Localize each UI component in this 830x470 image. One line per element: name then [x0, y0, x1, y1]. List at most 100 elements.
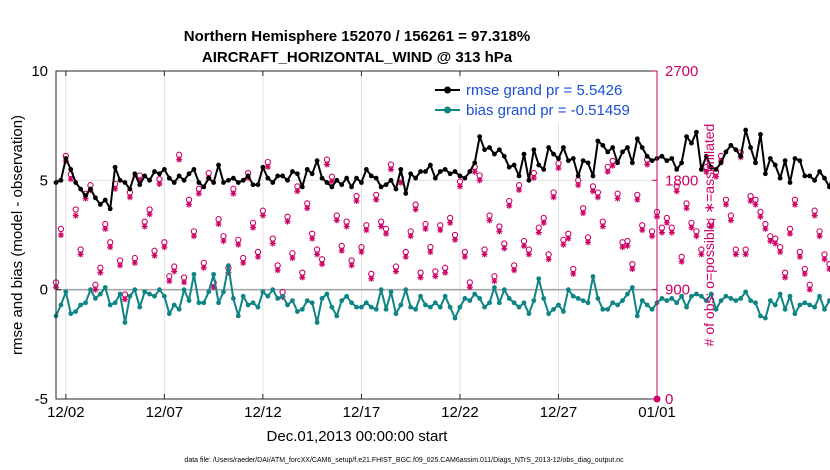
bias-point [368, 304, 374, 310]
assimilated-obs-marker [186, 201, 193, 208]
rmse-point [122, 180, 128, 185]
assimilated-obs-marker [570, 270, 577, 277]
rmse-point [383, 182, 389, 188]
assimilated-obs-marker [333, 217, 340, 224]
bias-point [462, 296, 468, 301]
rmse-point [250, 182, 256, 188]
assimilated-obs-marker [589, 188, 596, 195]
assimilated-obs-marker [703, 168, 710, 175]
bias-point [97, 291, 103, 297]
bias-point [418, 293, 423, 299]
assimilated-obs-marker [585, 239, 592, 246]
rmse-point [787, 180, 793, 185]
assimilated-obs-marker [358, 249, 365, 256]
rmse-point [63, 156, 69, 161]
bias-point [378, 287, 384, 293]
assimilated-obs-marker [525, 251, 532, 258]
rmse-point [585, 160, 591, 166]
assimilated-obs-marker [658, 229, 665, 236]
rmse-point [610, 145, 616, 150]
bias-point [541, 296, 547, 301]
assimilated-obs-marker [82, 195, 89, 202]
bias-point [506, 296, 512, 301]
rmse-point [482, 147, 487, 153]
bias-point [718, 298, 724, 303]
rmse-point [107, 206, 113, 212]
assimilated-obs-marker [397, 179, 404, 186]
bias-point [659, 296, 665, 301]
rmse-point [723, 149, 729, 155]
rmse-point [161, 167, 167, 172]
bias-point [708, 291, 714, 297]
bias-point [191, 271, 197, 277]
bias-point [447, 304, 453, 310]
rmse-point [496, 147, 502, 153]
assimilated-obs-marker [363, 227, 370, 234]
assimilated-obs-marker [378, 223, 385, 230]
assimilated-obs-marker [624, 242, 631, 249]
rmse-point [541, 167, 547, 172]
bias-point [733, 298, 739, 303]
assimilated-obs-marker [560, 241, 567, 248]
rmse-point [147, 177, 152, 183]
assimilated-obs-marker [264, 163, 271, 170]
assimilated-obs-marker [442, 269, 449, 276]
bias-point [132, 287, 138, 293]
rmse-point [521, 151, 527, 157]
assimilated-obs-marker [274, 267, 281, 274]
assimilated-obs-marker [555, 165, 562, 172]
rmse-point [181, 177, 187, 183]
rmse-point [368, 173, 374, 179]
bias-point [221, 289, 226, 295]
bias-point [521, 300, 527, 306]
y-axis-ticks: -5 0 5 10 [31, 63, 61, 408]
rmse-point [260, 164, 266, 170]
assimilated-obs-marker [387, 166, 394, 173]
assimilated-obs-marker [200, 264, 207, 271]
rmse-point [142, 173, 148, 179]
assimilated-obs-marker [772, 240, 779, 247]
rmse-point [432, 175, 438, 181]
rmse-point [117, 177, 123, 183]
bias-point [171, 302, 177, 308]
assimilated-obs-marker [727, 217, 734, 224]
bias-point [629, 285, 635, 290]
rmse-point [467, 169, 473, 174]
rmse-point [561, 145, 566, 150]
rmse-point [516, 173, 522, 179]
chart-title-line1: Northern Hemisphere 152070 / 156261 = 97… [184, 28, 530, 45]
assimilated-obs-marker [131, 259, 138, 266]
rmse-point [644, 153, 650, 159]
assimilated-obs-marker [604, 168, 611, 175]
rmse-point [492, 151, 497, 157]
bias-point [679, 293, 685, 299]
assimilated-obs-marker [235, 241, 242, 248]
rmse-point [373, 175, 379, 181]
assimilated-obs-marker [422, 225, 429, 232]
assimilated-obs-marker [72, 212, 79, 219]
rmse-point [285, 177, 290, 183]
rmse-point [354, 175, 359, 181]
rmse-point [689, 140, 694, 146]
bias-point [319, 296, 325, 301]
assimilated-obs-marker [437, 227, 444, 234]
bias-point [413, 306, 419, 312]
rmse-point [629, 160, 635, 166]
assimilated-obs-marker [688, 224, 695, 231]
rmse-point [674, 167, 680, 172]
rmse-point [452, 169, 458, 174]
bias-point [211, 271, 217, 277]
bias-point [758, 313, 763, 319]
rmse-point [600, 142, 606, 148]
bias-point [408, 304, 414, 310]
rmse-point [393, 186, 399, 192]
bias-point [181, 287, 187, 293]
bias-point [526, 311, 532, 317]
bias-point [575, 296, 581, 301]
rmse-point [388, 177, 394, 183]
rmse-point [137, 182, 143, 188]
assimilated-obs-marker [289, 255, 296, 262]
assimilated-obs-marker [762, 225, 769, 232]
assimilated-obs-marker [506, 202, 513, 209]
bias-point [511, 300, 517, 306]
